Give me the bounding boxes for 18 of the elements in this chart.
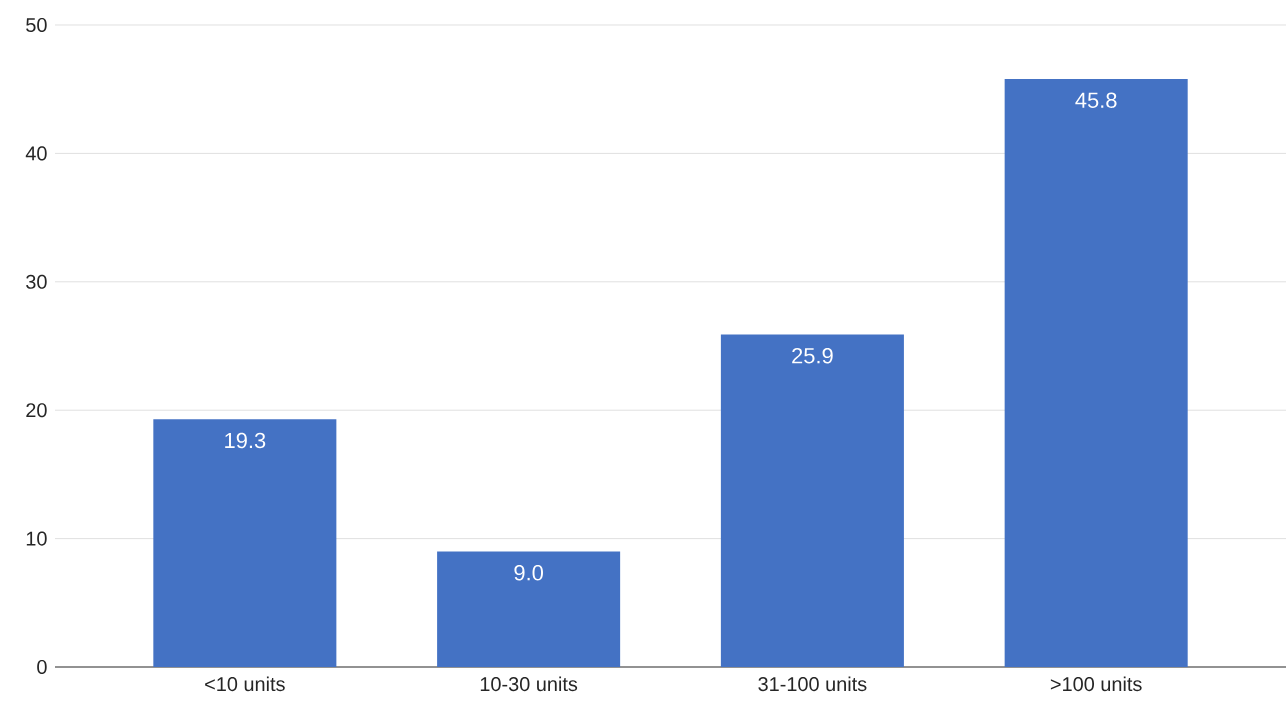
bar — [437, 551, 621, 667]
bar — [1004, 78, 1188, 667]
bar — [720, 334, 904, 667]
x-tick-label: >100 units — [1050, 676, 1142, 692]
y-tick-label: 30 — [26, 274, 47, 289]
y-tick-label: 20 — [26, 403, 47, 418]
y-tick-label: 10 — [26, 531, 47, 546]
x-tick-label: 31-100 units — [758, 676, 867, 692]
x-tick-label: 10-30 units — [480, 676, 578, 692]
data-label: 45.8 — [1075, 92, 1117, 108]
y-tick-label: 40 — [25, 146, 47, 161]
bar — [153, 419, 337, 667]
data-label: 25.9 — [792, 347, 833, 364]
data-label: 9.0 — [514, 564, 543, 581]
y-tick-label: 0 — [37, 659, 47, 675]
y-tick-label: 50 — [26, 17, 47, 33]
x-tick-label: <10 units — [205, 676, 285, 692]
data-label: 19.3 — [225, 432, 266, 449]
